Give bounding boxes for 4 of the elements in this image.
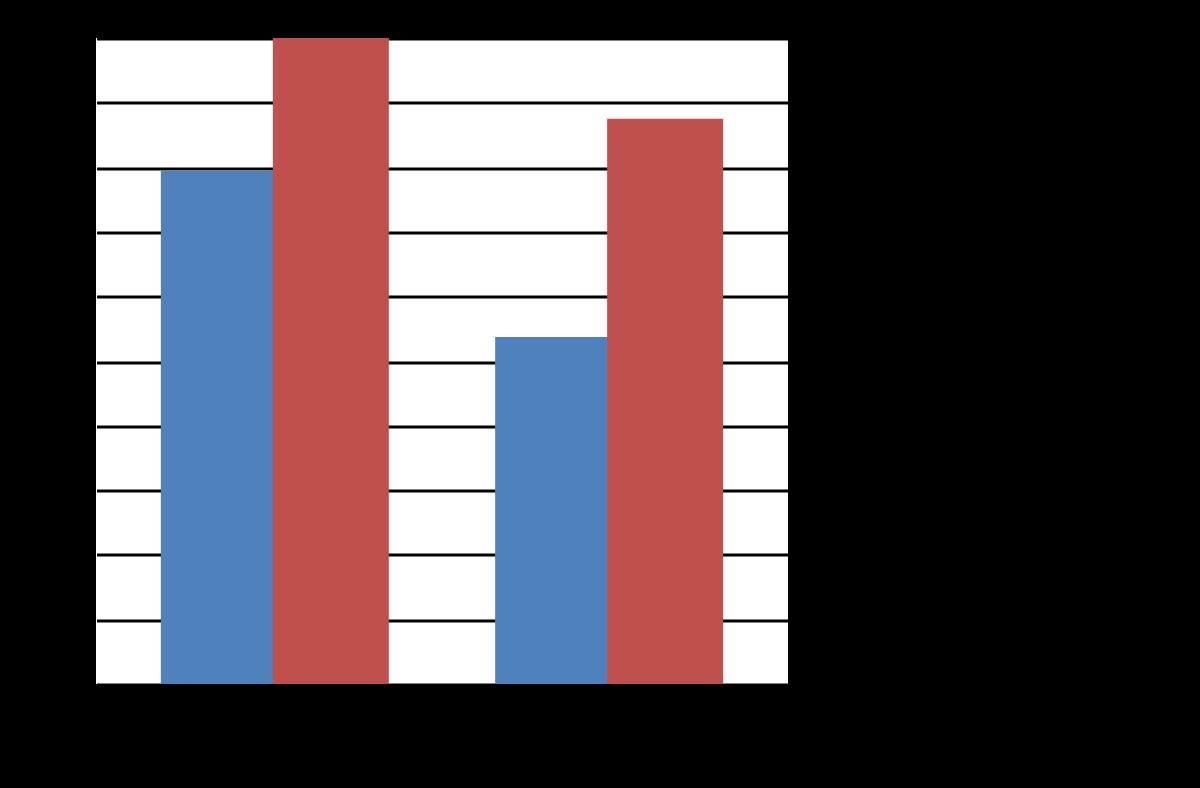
bar bbox=[495, 337, 612, 684]
bar bbox=[160, 171, 277, 684]
bar bbox=[272, 38, 389, 684]
bar bbox=[607, 118, 724, 684]
